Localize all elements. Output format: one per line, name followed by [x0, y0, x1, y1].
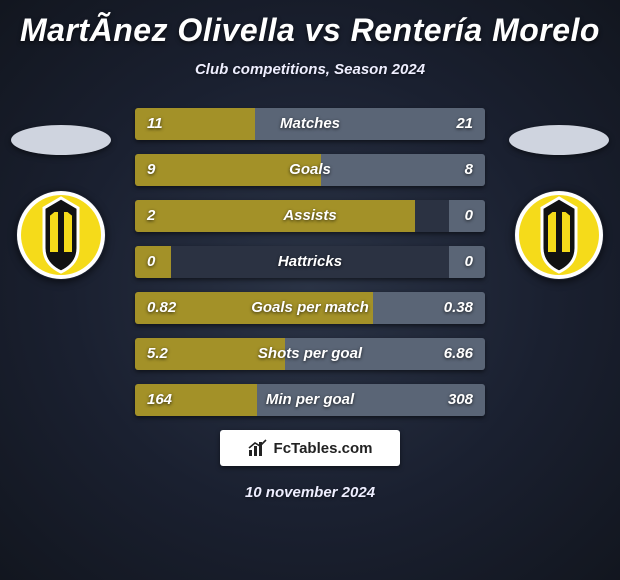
stats-container: Matches1121Goals98Assists20Hattricks00Go… — [135, 108, 485, 416]
stat-label: Hattricks — [135, 246, 485, 278]
stat-row: Goals9 8 — [135, 154, 485, 186]
stat-row: Min per goal164 308 — [135, 384, 485, 416]
stat-label: Assists — [135, 200, 485, 232]
page-title: MartÃ­nez Olivella vs Rentería Morelo — [0, 0, 620, 49]
stat-value-left: 164 — [147, 384, 172, 416]
stat-label: Matches — [135, 108, 485, 140]
player-right-slot — [504, 125, 614, 280]
club-badge-right — [514, 190, 604, 280]
player-photo-placeholder — [509, 125, 609, 155]
player-left-slot — [6, 125, 116, 280]
stat-value-right: 0.38 — [444, 292, 473, 324]
stat-label: Shots per goal — [135, 338, 485, 370]
stat-value-left: 9 — [147, 154, 155, 186]
stat-value-left: 11 — [147, 108, 163, 140]
stat-row: Shots per goal5.2 6.86 — [135, 338, 485, 370]
player-photo-placeholder — [11, 125, 111, 155]
club-badge-left — [16, 190, 106, 280]
branding-chart-icon — [248, 438, 268, 458]
stat-value-left: 0 — [147, 246, 155, 278]
stat-row: Hattricks0 0 — [135, 246, 485, 278]
stat-value-left: 2 — [147, 200, 155, 232]
stat-row: Matches11 21 — [135, 108, 485, 140]
stat-label: Goals per match — [135, 292, 485, 324]
stat-row: Assists2 0 — [135, 200, 485, 232]
stat-row: Goals per match0.82 0.38 — [135, 292, 485, 324]
stat-value-right: 308 — [448, 384, 473, 416]
stat-value-right: 21 — [456, 108, 473, 140]
stat-value-right: 0 — [465, 200, 473, 232]
branding-box[interactable]: FcTables.com — [220, 430, 400, 466]
branding-text: FcTables.com — [274, 440, 373, 457]
stat-value-left: 5.2 — [147, 338, 168, 370]
stat-value-right: 8 — [465, 154, 473, 186]
stat-label: Goals — [135, 154, 485, 186]
stat-label: Min per goal — [135, 384, 485, 416]
subtitle: Club competitions, Season 2024 — [0, 61, 620, 78]
stat-value-right: 0 — [465, 246, 473, 278]
stat-value-right: 6.86 — [444, 338, 473, 370]
date-text: 10 november 2024 — [0, 484, 620, 501]
stat-value-left: 0.82 — [147, 292, 176, 324]
